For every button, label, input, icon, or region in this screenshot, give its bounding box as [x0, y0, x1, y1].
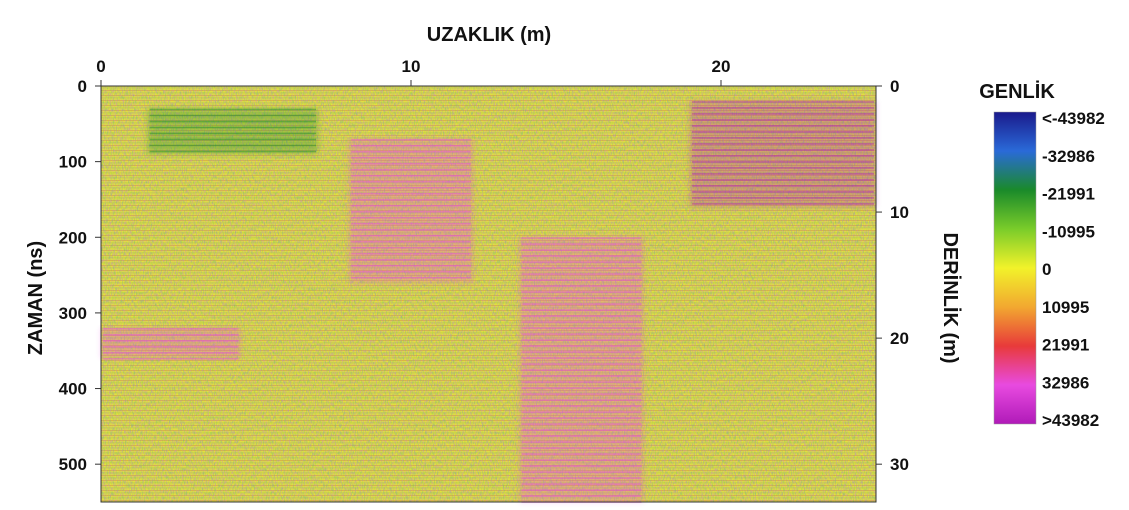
x-tick-label: 10	[402, 57, 421, 76]
anomaly-features	[101, 101, 876, 503]
y-tick-label: 500	[59, 455, 87, 474]
colorbar-label: 21991	[1042, 336, 1089, 355]
colorbar-title: GENLİK	[979, 80, 1055, 103]
y2-axis-ticks: 0 10 20 30	[876, 77, 909, 474]
y-tick-label: 200	[59, 228, 87, 247]
y-tick-label: 100	[59, 153, 87, 172]
colorbar-label: 0	[1042, 260, 1051, 279]
anomaly-feature	[519, 237, 644, 503]
colorbar-labels: <-43982 -32986 -21991 -10995 0 10995 21991 3298…	[1042, 109, 1105, 430]
anomaly-feature	[349, 138, 473, 283]
y2-tick-label: 20	[890, 329, 909, 348]
y-tick-label: 300	[59, 304, 87, 323]
colorbar-label: -10995	[1042, 222, 1095, 241]
colorbar-label: -32986	[1042, 147, 1095, 166]
y2-tick-label: 0	[890, 77, 899, 96]
colorbar-label: 10995	[1042, 298, 1089, 317]
anomaly-feature	[147, 108, 318, 155]
colorbar-label: >43982	[1042, 411, 1099, 430]
plot-frame	[100, 85, 877, 503]
y2-tick-label: 10	[890, 203, 909, 222]
x-tick-label: 20	[712, 57, 731, 76]
colorbar-gradient	[993, 111, 1037, 425]
colorbar-label: -21991	[1042, 185, 1095, 204]
y-axis-ticks: 0 100 200 300 400 500	[59, 77, 101, 474]
y2-tick-label: 30	[890, 455, 909, 474]
x-axis-title: UZAKLIK (m)	[427, 24, 551, 46]
anomaly-feature	[101, 328, 241, 360]
y-tick-label: 0	[78, 77, 87, 96]
y-tick-label: 400	[59, 380, 87, 399]
colorbar: GENLİK <-43982 -32986 -21991 -10995 0 10995 21…	[979, 80, 1105, 430]
colorbar-label: 32986	[1042, 373, 1089, 392]
y-axis-title: ZAMAN (ns)	[25, 241, 47, 355]
x-axis-ticks: 0 10 20	[96, 57, 730, 86]
radargram-plot	[100, 85, 877, 503]
y2-axis-title: DERİNLİK (m)	[939, 232, 962, 363]
anomaly-feature	[690, 101, 876, 208]
x-tick-label: 0	[96, 57, 105, 76]
colorbar-label: <-43982	[1042, 109, 1105, 128]
